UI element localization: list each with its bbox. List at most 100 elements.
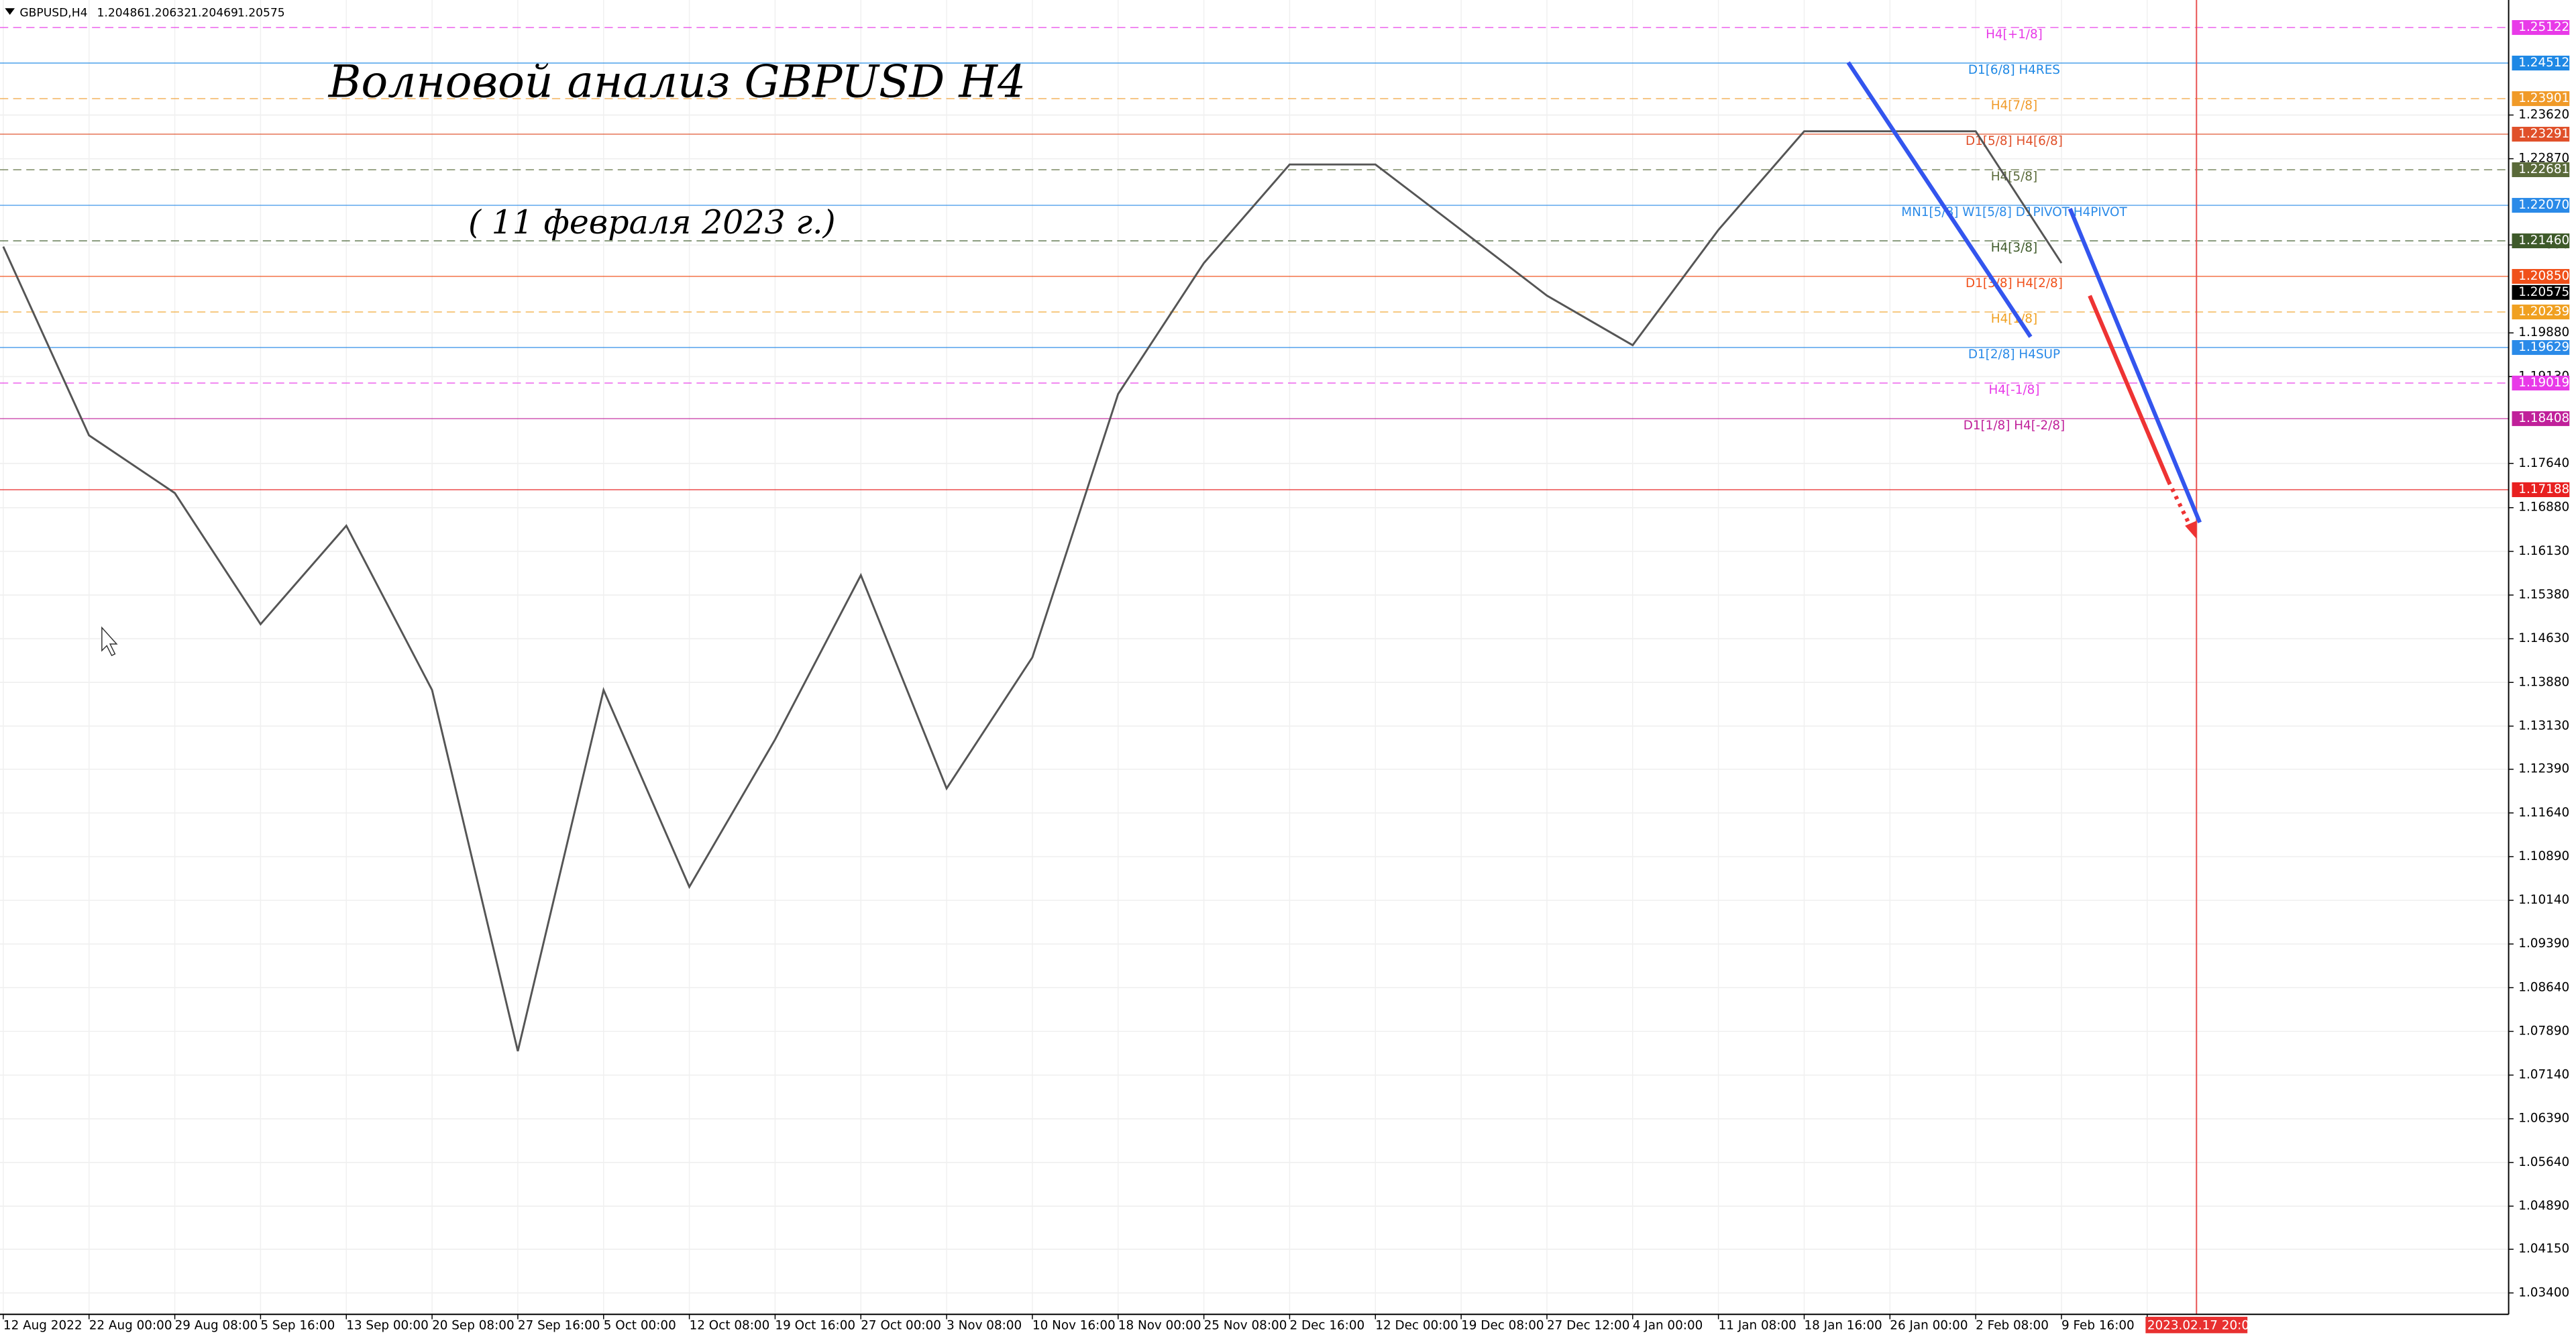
y-tick-label: 1.15380	[2518, 588, 2569, 602]
level-label: D1[6/8] H4RES	[1968, 63, 2060, 77]
y-tick-label: 1.07140	[2518, 1068, 2569, 1082]
y-tick-label: 1.19880	[2518, 325, 2569, 339]
x-tick-label: 9 Feb 16:00	[2061, 1318, 2135, 1332]
price-badge-label: 1.20850	[2518, 269, 2569, 283]
y-tick-label: 1.12390	[2518, 762, 2569, 776]
arrow-head	[2185, 521, 2197, 539]
price-badge-label: 1.21460	[2518, 233, 2569, 248]
ohlc-value: 1.20575	[237, 7, 285, 20]
y-tick-label: 1.16880	[2518, 500, 2569, 515]
trend-line	[1846, 61, 2033, 338]
price-badge	[2512, 162, 2570, 178]
x-tick-label: 5 Sep 16:00	[260, 1318, 335, 1332]
price-badge-label: 1.19019	[2518, 376, 2569, 390]
x-tick-label: 20 Sep 08:00	[432, 1318, 515, 1332]
y-tick-label: 1.06390	[2518, 1112, 2569, 1126]
level-label: H4[7/8]	[1991, 99, 2037, 113]
x-tick-label: 12 Oct 08:00	[690, 1318, 770, 1332]
price-badge-label: 1.22070	[2518, 198, 2569, 212]
x-tick-label: 12 Aug 2022	[3, 1318, 83, 1332]
level-label: H4[1/8]	[1991, 312, 2037, 326]
x-tick-label: 11 Jan 08:00	[1719, 1318, 1796, 1332]
price-badge	[2512, 340, 2570, 356]
y-tick-label: 1.14630	[2518, 631, 2569, 645]
chart-title: Волновой анализ GBPUSD H4	[328, 56, 1026, 107]
price-badge	[2512, 198, 2570, 213]
y-tick-label: 1.13130	[2518, 718, 2569, 733]
x-tick-label: 19 Oct 16:00	[775, 1318, 855, 1332]
price-badge	[2512, 127, 2570, 142]
x-tick-label: 2023.02.17 20:00	[2147, 1318, 2257, 1332]
price-badge-label: 1.22681	[2518, 162, 2569, 176]
y-tick-label: 1.23620	[2518, 107, 2569, 121]
y-tick-label: 1.10140	[2518, 893, 2569, 907]
x-tick-label: 13 Sep 00:00	[346, 1318, 429, 1332]
cursor	[101, 626, 118, 657]
price-badge-label: 1.18408	[2518, 411, 2569, 425]
symbol: GBPUSD,H4	[19, 7, 87, 20]
y-tick-label: 1.09390	[2518, 936, 2569, 951]
x-tick-label: 29 Aug 08:00	[175, 1318, 258, 1332]
price-badge	[2512, 268, 2570, 284]
x-tick-label: 18 Nov 00:00	[1118, 1318, 1201, 1332]
x-tick-label: 10 Nov 16:00	[1032, 1318, 1116, 1332]
price-badge-label: 1.20239	[2518, 305, 2569, 319]
price-badge	[2512, 305, 2570, 320]
y-tick-label: 1.11640	[2518, 806, 2569, 820]
menu-icon	[5, 8, 15, 15]
level-label: D1[3/8] H4[2/8]	[1966, 276, 2063, 290]
grid	[0, 0, 2509, 1315]
x-tick-label: 27 Sep 16:00	[518, 1318, 600, 1332]
ohlc-value: 1.20469	[191, 7, 238, 20]
price-badge	[2512, 411, 2570, 427]
y-tick-label: 1.04150	[2518, 1242, 2569, 1256]
last-price-badge	[2512, 284, 2570, 300]
forecast-arrow	[2166, 480, 2194, 530]
x-highlight	[2145, 1316, 2248, 1334]
price-badge	[2512, 55, 2570, 71]
level-label: MN1[5/8] W1[5/8] D1PIVOT H4PIVOT	[1901, 205, 2127, 219]
x-tick-label: 2 Feb 08:00	[1976, 1318, 2049, 1332]
y-tick-label: 1.13880	[2518, 675, 2569, 689]
price-badge	[2512, 233, 2570, 249]
y-tick-label: 1.04890	[2518, 1199, 2569, 1213]
price-badge	[2512, 482, 2570, 498]
y-tick-label: 1.07890	[2518, 1024, 2569, 1038]
x-tick-label: 3 Nov 08:00	[947, 1318, 1022, 1332]
price-badge-label: 1.24512	[2518, 56, 2569, 70]
y-tick-label: 1.16130	[2518, 544, 2569, 558]
x-tick-label: 19 Dec 08:00	[1461, 1318, 1544, 1332]
axis-labels: 1.236201.228701.213901.198801.191301.176…	[3, 20, 2570, 1334]
ohlc-value: 1.20632	[144, 7, 191, 20]
level-label: D1[1/8] H4[-2/8]	[1964, 419, 2065, 433]
x-tick-label: 27 Dec 12:00	[1547, 1318, 1629, 1332]
level-label: D1[2/8] H4SUP	[1968, 347, 2060, 362]
y-tick-label: 1.22870	[2518, 152, 2569, 166]
levels: H4[+1/8] D1[6/8] H4RES H4[7/8] D1[5/8] H4[6…	[0, 27, 2509, 490]
price-badge-label: 1.23901	[2518, 91, 2569, 105]
x-tick-label: 26 Jan 00:00	[1890, 1318, 1968, 1332]
price-line	[2, 130, 2063, 1052]
forecast-arrow	[2088, 294, 2171, 482]
x-tick-label: 12 Dec 00:00	[1375, 1318, 1458, 1332]
price-badge	[2512, 375, 2570, 391]
x-tick-label: 22 Aug 00:00	[89, 1318, 172, 1332]
price-badge-label: 1.23291	[2518, 127, 2569, 141]
y-tick-label: 1.10890	[2518, 849, 2569, 863]
y-tick-label: 1.17640	[2518, 456, 2569, 470]
x-tick-label: 2 Dec 16:00	[1289, 1318, 1364, 1332]
last-price-label: 1.20575	[2518, 285, 2569, 299]
price-badge-label: 1.25122	[2518, 20, 2569, 34]
x-tick-label: 27 Oct 00:00	[861, 1318, 941, 1332]
level-label: D1[5/8] H4[6/8]	[1966, 134, 2063, 148]
trend-line	[2068, 207, 2202, 523]
y-tick-label: 1.03400	[2518, 1285, 2569, 1299]
price-badge	[2512, 91, 2570, 107]
price-badge-label: 1.17188	[2518, 482, 2569, 496]
level-label: H4[5/8]	[1991, 170, 2037, 184]
level-label: H4[3/8]	[1991, 241, 2037, 255]
